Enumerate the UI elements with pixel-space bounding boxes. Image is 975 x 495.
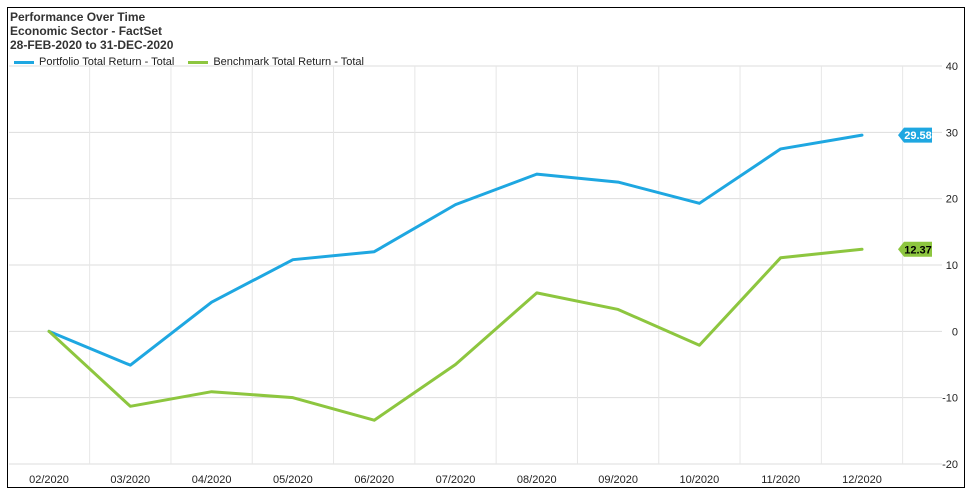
data-point	[129, 405, 132, 408]
x-tick-label: 08/2020	[517, 474, 557, 486]
y-tick-label: 10	[946, 260, 958, 272]
data-point	[454, 363, 457, 366]
data-point	[616, 180, 620, 184]
legend-swatch-benchmark	[188, 60, 209, 64]
x-tick-label: 09/2020	[598, 474, 638, 486]
chart-legend: Portfolio Total Return - Total Benchmark…	[14, 56, 364, 68]
y-tick-label: 30	[946, 127, 958, 139]
chart-title: Performance Over Time	[10, 10, 146, 24]
x-tick-label: 12/2020	[842, 474, 882, 486]
data-point	[616, 308, 620, 311]
data-point	[291, 396, 295, 399]
legend-swatch-portfolio	[14, 60, 34, 64]
legend-label-portfolio: Portfolio Total Return - Total	[39, 56, 175, 68]
y-tick-label: 0	[952, 326, 958, 338]
data-point	[373, 419, 376, 422]
data-point	[210, 390, 213, 393]
y-tick-label: 20	[946, 194, 958, 206]
x-tick-label: 04/2020	[192, 474, 232, 486]
x-tick-label: 05/2020	[273, 474, 313, 486]
data-point	[779, 147, 782, 151]
end-value-label: 29.58	[904, 130, 932, 142]
chart-header: Performance Over Time Economic Sector - …	[10, 10, 173, 52]
data-point	[454, 203, 457, 206]
x-tick-label: 10/2020	[680, 474, 720, 486]
chart-date-range: 28-FEB-2020 to 31-DEC-2020	[10, 38, 174, 52]
data-point	[47, 330, 51, 333]
x-tick-label: 07/2020	[436, 474, 476, 486]
end-value-badge	[898, 127, 932, 143]
x-tick-label: 02/2020	[29, 474, 69, 486]
data-point	[779, 256, 782, 259]
legend-item-portfolio[interactable]: Portfolio Total Return - Total	[14, 56, 174, 68]
data-point	[291, 258, 295, 261]
x-tick-label: 06/2020	[354, 474, 394, 486]
data-point	[698, 344, 701, 347]
data-point	[535, 291, 538, 295]
y-tick-label: 40	[946, 61, 958, 73]
x-tick-label: 03/2020	[110, 474, 150, 486]
data-point	[860, 133, 864, 137]
y-tick-label: -20	[942, 459, 958, 471]
y-tick-label: -10	[942, 393, 958, 405]
data-point	[373, 250, 376, 253]
data-point	[698, 202, 701, 205]
data-point	[535, 172, 538, 176]
data-point	[129, 363, 132, 367]
legend-label-benchmark: Benchmark Total Return - Total	[213, 56, 364, 68]
chart-subtitle: Economic Sector - FactSet	[10, 24, 163, 38]
data-point	[210, 300, 213, 304]
chart-frame	[7, 7, 965, 488]
data-point	[860, 248, 864, 251]
end-value-label: 12.37	[904, 244, 932, 256]
legend-item-benchmark[interactable]: Benchmark Total Return - Total	[188, 56, 364, 68]
x-tick-label: 11/2020	[761, 474, 800, 486]
end-value-badge	[898, 241, 932, 257]
